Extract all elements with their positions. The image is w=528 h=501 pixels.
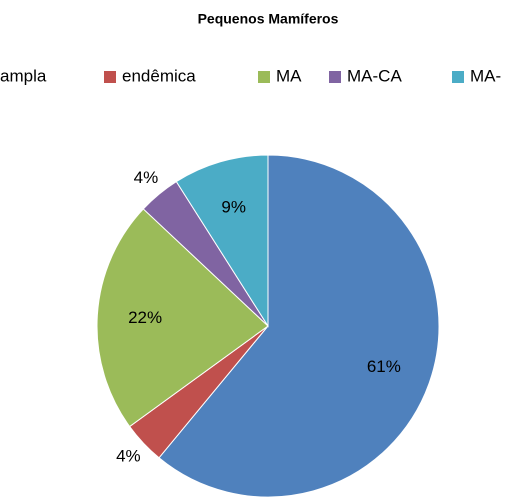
legend-swatch	[104, 71, 116, 83]
pie-slice	[158, 154, 440, 498]
data-label: 4%	[134, 168, 159, 187]
legend-label: ampla	[0, 66, 47, 85]
chart-title: Pequenos Mamíferos	[198, 11, 339, 27]
legend-swatch	[329, 71, 341, 83]
pie-slice	[175, 154, 269, 328]
data-label: 4%	[116, 447, 141, 466]
pie-slice	[96, 208, 269, 428]
legend-label: endêmica	[122, 66, 196, 85]
legend-label: MA-CA	[347, 66, 402, 85]
legend-label: MA-	[470, 66, 501, 85]
data-label: 61%	[367, 357, 401, 376]
legend-swatch	[258, 71, 270, 83]
data-label: 22%	[128, 308, 162, 327]
legend-swatch	[452, 71, 464, 83]
data-label: 9%	[221, 197, 246, 216]
legend-label: MA	[276, 66, 302, 85]
